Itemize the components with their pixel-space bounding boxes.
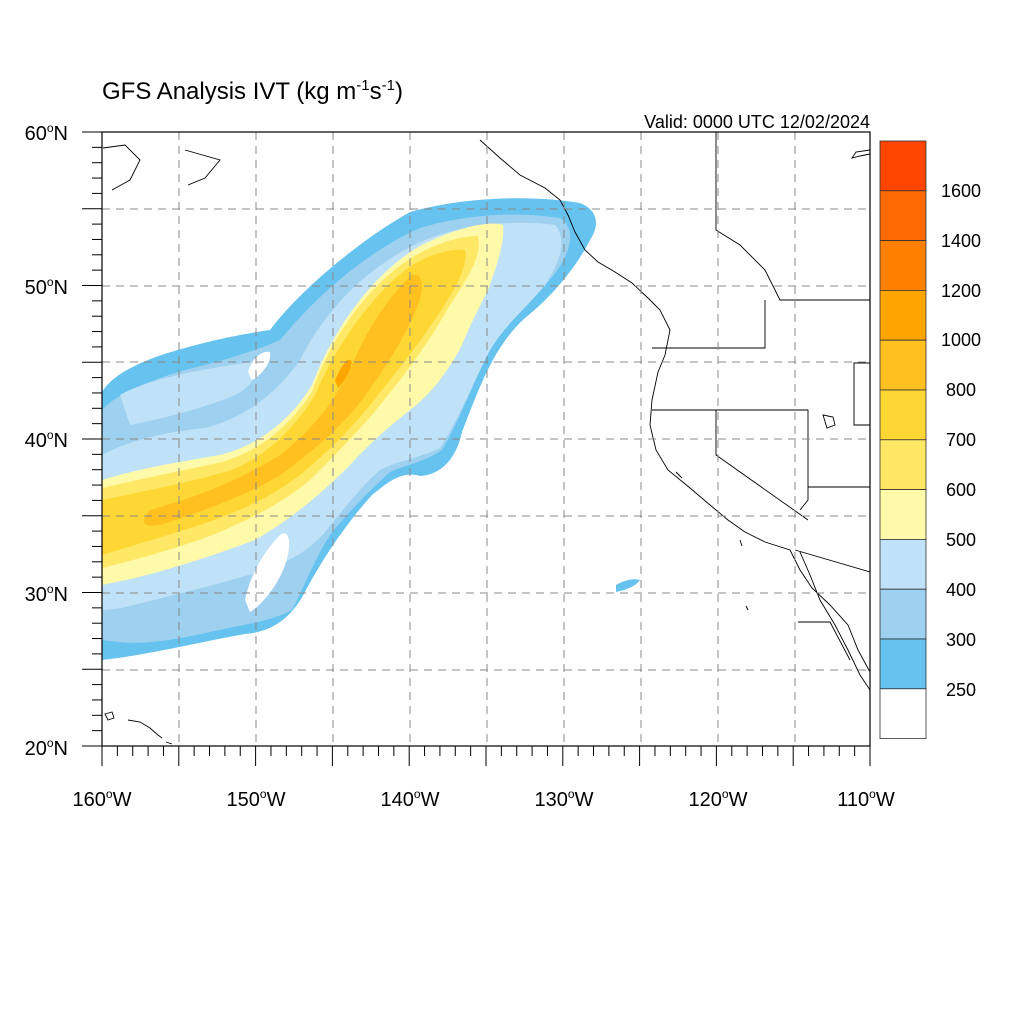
colorbar-swatch bbox=[879, 339, 927, 391]
graticule bbox=[102, 132, 870, 746]
colorbar-label-1000: 1000 bbox=[941, 330, 981, 350]
colorbar-swatch bbox=[879, 140, 927, 192]
coastlines bbox=[102, 132, 870, 745]
ivt-800-band bbox=[143, 274, 422, 526]
colorbar-labels: 1600 1400 1200 1000 800 700 600 500 400 … bbox=[941, 181, 981, 700]
colorbar-label-600: 600 bbox=[946, 480, 976, 500]
ivt-island-speck bbox=[616, 579, 640, 592]
colorbar-swatch bbox=[879, 389, 927, 441]
colorbar-swatch bbox=[879, 588, 927, 640]
chart-title: GFS Analysis IVT (kg m-1s-1) bbox=[102, 77, 403, 105]
lat-label-60: 60oN bbox=[25, 121, 68, 145]
colorbar bbox=[879, 140, 927, 739]
colorbar-label-300: 300 bbox=[946, 630, 976, 650]
lat-label-20: 20oN bbox=[25, 736, 68, 760]
colorbar-swatch bbox=[879, 539, 927, 590]
ivt-1000-band bbox=[335, 359, 352, 388]
lon-label-140: 140oW bbox=[381, 787, 440, 811]
colorbar-label-700: 700 bbox=[946, 430, 976, 450]
clear-area-hole bbox=[245, 533, 290, 612]
ivt-contours bbox=[102, 198, 640, 660]
clear-area-west bbox=[120, 362, 256, 425]
colorbar-swatch bbox=[879, 489, 927, 540]
colorbar-swatch bbox=[879, 688, 927, 739]
colorbar-label-800: 800 bbox=[946, 380, 976, 400]
axis-ticks bbox=[82, 131, 871, 766]
colorbar-label-500: 500 bbox=[946, 530, 976, 550]
colorbar-label-400: 400 bbox=[946, 580, 976, 600]
colorbar-swatch bbox=[879, 240, 927, 291]
lon-labels: 160oW 150oW 140oW 130oW 120oW 110oW bbox=[73, 787, 895, 811]
colorbar-label-250: 250 bbox=[946, 680, 976, 700]
lon-label-150: 150oW bbox=[227, 787, 286, 811]
colorbar-label-1400: 1400 bbox=[941, 231, 981, 251]
lon-label-130: 130oW bbox=[535, 787, 594, 811]
colorbar-swatch bbox=[879, 190, 927, 242]
lat-label-50: 50oN bbox=[25, 275, 68, 299]
colorbar-swatch bbox=[879, 439, 927, 490]
colorbar-label-1200: 1200 bbox=[941, 281, 981, 301]
colorbar-label-1600: 1600 bbox=[941, 181, 981, 201]
map-area bbox=[102, 132, 870, 746]
colorbar-swatch bbox=[879, 638, 927, 690]
valid-time: Valid: 0000 UTC 12/02/2024 bbox=[644, 112, 870, 132]
colorbar-swatch bbox=[879, 289, 927, 341]
lon-label-160: 160oW bbox=[73, 787, 132, 811]
lat-labels: 60oN 50oN 40oN 30oN 20oN bbox=[25, 121, 68, 760]
lon-label-120: 120oW bbox=[689, 787, 748, 811]
clear-area-hole-2 bbox=[248, 351, 271, 380]
lon-label-110: 110oW bbox=[837, 787, 895, 811]
lat-label-30: 30oN bbox=[25, 582, 68, 606]
lat-label-40: 40oN bbox=[25, 428, 68, 452]
